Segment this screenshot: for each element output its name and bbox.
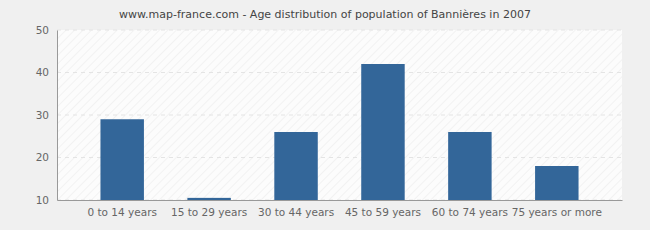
axis-line — [57, 31, 58, 201]
x-tick: 30 to 44 years — [258, 200, 334, 218]
tick-label: 50 — [36, 24, 49, 36]
tick-label: 0 to 14 years — [87, 206, 157, 218]
plot-area — [57, 30, 622, 200]
x-tick: 15 to 29 years — [171, 200, 247, 218]
grid — [57, 30, 622, 200]
y-tick: 30 — [36, 109, 57, 121]
x-tick: 60 to 74 years — [432, 200, 508, 218]
x-axis: 0 to 14 years 15 to 29 years 30 to 44 year… — [58, 200, 623, 218]
x-tick: 0 to 14 years — [87, 200, 157, 218]
bar — [187, 198, 230, 200]
y-tick: 50 — [36, 24, 57, 36]
grid-line — [57, 72, 622, 73]
bar — [361, 64, 404, 200]
x-tick: 75 years or more — [512, 200, 602, 218]
grid-line — [57, 115, 622, 116]
y-tick: 40 — [36, 66, 57, 78]
tick-label: 20 — [36, 151, 49, 163]
chart: 10 20 30 40 50 0 to 14 years 15 to 29 years 30 … — [0, 0, 650, 230]
tick-label: 45 to 59 years — [345, 206, 421, 218]
x-tick: 45 to 59 years — [345, 200, 421, 218]
axis-line — [58, 200, 623, 201]
bar — [274, 132, 317, 200]
grid-line — [57, 30, 622, 31]
tick-label: 30 to 44 years — [258, 206, 334, 218]
tick-label: 10 — [36, 194, 49, 206]
tick-label: 30 — [36, 109, 49, 121]
tick-label: 15 to 29 years — [171, 206, 247, 218]
y-tick: 10 — [36, 194, 57, 206]
tick-label: 75 years or more — [512, 206, 602, 218]
title: www.map-france.com - Age distribution of… — [119, 8, 531, 21]
y-tick: 20 — [36, 151, 57, 163]
bars — [100, 64, 578, 200]
plot: 10 20 30 40 50 0 to 14 years 15 to 29 years 30 … — [36, 24, 623, 219]
tick-label: 40 — [36, 66, 49, 78]
y-axis: 10 20 30 40 50 — [36, 24, 58, 206]
bar — [448, 132, 491, 200]
background — [0, 0, 650, 230]
bar — [535, 166, 578, 200]
bar — [100, 119, 143, 200]
tick-label: 60 to 74 years — [432, 206, 508, 218]
